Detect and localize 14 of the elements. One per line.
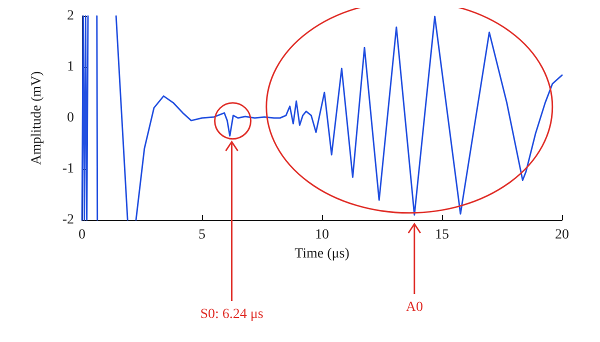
y-axis-title: Amplitude (mV) (30, 70, 44, 165)
y-tick-label: -2 (62, 212, 74, 228)
annotation: S0: 6.24 μs (200, 307, 264, 322)
x-tick-label: 20 (555, 228, 569, 242)
x-tick-label: 15 (435, 228, 449, 242)
y-tick-label: 1 (67, 60, 74, 74)
annotation: A0 (406, 300, 423, 315)
y-tick-label: 0 (67, 110, 74, 126)
x-tick-label: 10 (315, 228, 329, 242)
x-axis-title: Time (μs) (294, 246, 350, 262)
x-tick-label: 0 (78, 228, 86, 242)
y-tick-label: -1 (62, 162, 74, 176)
x-tick-label: 5 (198, 228, 206, 242)
y-tick-label: 2 (67, 8, 74, 24)
